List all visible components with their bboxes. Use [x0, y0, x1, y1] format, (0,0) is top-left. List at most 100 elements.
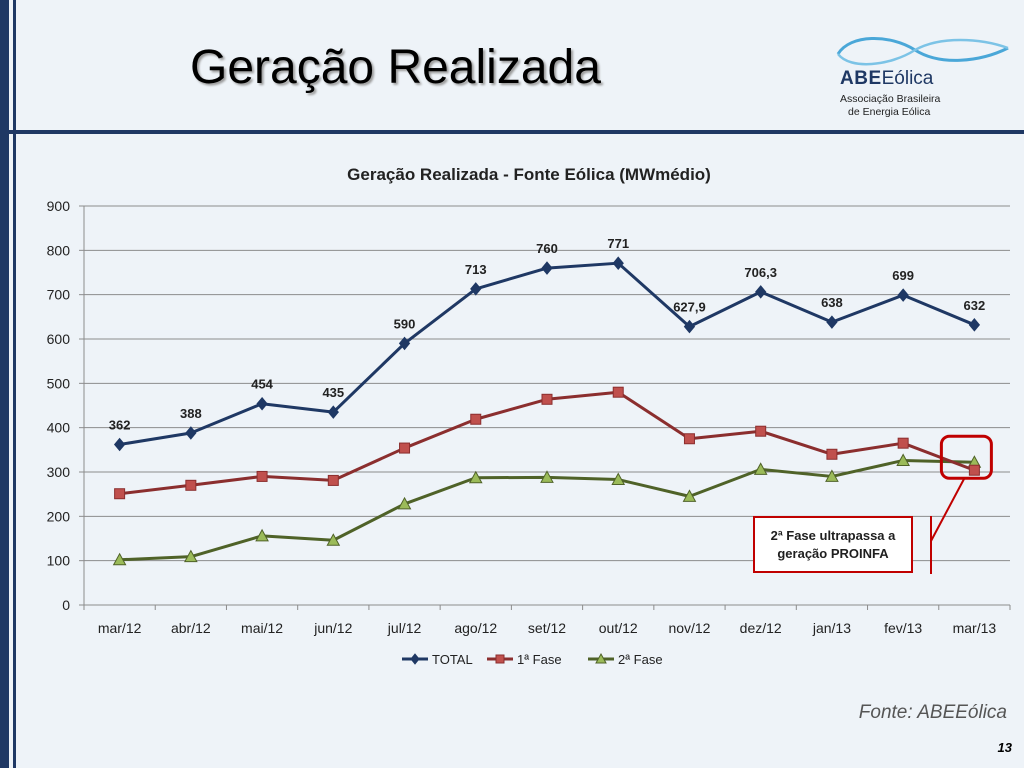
data-point [755, 425, 767, 437]
data-label: 699 [892, 268, 914, 283]
data-point [540, 470, 554, 483]
x-tick-label: nov/12 [668, 620, 710, 636]
x-tick-label: jul/12 [387, 620, 422, 636]
data-point [327, 405, 339, 419]
logo-wordmark-bold: ABE [840, 68, 882, 89]
data-point [468, 470, 483, 484]
logo-subtitle: Associação Brasileira de Energia Eólica [840, 93, 940, 119]
page-number: 13 [997, 740, 1012, 755]
x-tick-label: dez/12 [740, 620, 782, 636]
legend-label: TOTAL [432, 652, 473, 667]
data-point [114, 488, 126, 500]
x-tick-label: mar/12 [98, 620, 142, 636]
x-tick-label: ago/12 [454, 620, 497, 636]
data-point [825, 469, 839, 482]
legend-swatch-marker [410, 653, 420, 665]
abeeolica-logo-icon [836, 37, 1009, 66]
y-tick-label: 700 [47, 287, 71, 303]
y-tick-label: 500 [47, 375, 71, 391]
x-tick-label: mar/13 [953, 620, 997, 636]
source-note: Fonte: ABEEólica [858, 702, 1007, 723]
data-point [683, 433, 695, 445]
data-label: 590 [394, 316, 416, 331]
data-point [682, 489, 697, 502]
data-point [399, 442, 411, 454]
data-point [968, 464, 980, 476]
data-label: 627,9 [673, 300, 706, 315]
data-label: 638 [821, 295, 843, 310]
data-point [753, 462, 768, 475]
highlight-box [939, 434, 993, 480]
data-point [612, 256, 624, 270]
y-tick-label: 300 [47, 464, 71, 480]
data-point [683, 319, 696, 334]
chart-title: Geração Realizada - Fonte Eólica (MWmédi… [347, 165, 711, 184]
logo-wordmark: ABEEólica [840, 68, 933, 90]
slide-title: Geração Realizada [190, 41, 601, 94]
data-point [327, 474, 339, 486]
data-point [612, 386, 624, 398]
x-tick-label: jan/13 [812, 620, 851, 636]
x-tick-label: mai/12 [241, 620, 283, 636]
annotation-callout: 2ª Fase ultrapassa a geração PROINFA [753, 516, 913, 573]
annotation-line2: geração PROINFA [777, 545, 889, 561]
legend-swatch-marker [595, 652, 607, 664]
data-point [185, 479, 197, 491]
x-tick-label: set/12 [528, 620, 566, 636]
legend-swatch-marker [495, 654, 505, 664]
legend-label: 2ª Fase [618, 652, 663, 667]
x-tick-label: out/12 [599, 620, 638, 636]
series-line [119, 261, 975, 446]
data-label: 760 [536, 241, 558, 256]
data-point [326, 533, 341, 546]
generation-line-chart: Geração Realizada - Fonte Eólica (MWmédi… [47, 165, 1011, 667]
left-accent-bar [0, 0, 9, 768]
data-point [398, 336, 411, 351]
data-point [185, 426, 197, 440]
y-tick-label: 0 [62, 597, 70, 613]
data-label: 771 [607, 236, 629, 251]
data-point [896, 453, 910, 466]
data-label: 713 [465, 262, 487, 277]
y-tick-label: 200 [47, 508, 71, 524]
annotation-line1: 2ª Fase ultrapassa a [770, 527, 896, 543]
data-label: 454 [251, 377, 273, 392]
data-point [470, 413, 482, 425]
x-tick-label: fev/13 [884, 620, 922, 636]
data-label: 362 [109, 418, 131, 433]
data-point [541, 393, 553, 405]
callout-connector [930, 477, 966, 542]
data-point [112, 552, 127, 566]
data-point [541, 261, 553, 275]
data-point [755, 285, 767, 299]
y-tick-label: 400 [47, 420, 71, 436]
data-point [256, 396, 268, 411]
data-point [611, 472, 626, 486]
data-label: 632 [964, 298, 986, 313]
data-label: 706,3 [744, 265, 777, 280]
data-point [826, 448, 838, 460]
data-point [826, 315, 838, 329]
title-divider [0, 130, 1024, 134]
y-tick-label: 900 [47, 198, 71, 214]
left-accent-line [13, 0, 16, 768]
y-tick-label: 100 [47, 553, 71, 569]
y-tick-label: 600 [47, 331, 71, 347]
logo-subtitle-line2: de Energia Eólica [848, 106, 931, 118]
data-label: 388 [180, 406, 202, 421]
data-point [256, 470, 268, 482]
data-point [184, 549, 198, 563]
data-point [897, 288, 909, 302]
data-point [897, 437, 909, 449]
data-point [255, 528, 269, 542]
data-point [968, 318, 981, 332]
data-label: 435 [322, 385, 344, 400]
data-point [470, 282, 482, 296]
y-tick-label: 800 [47, 242, 71, 258]
data-point [397, 496, 412, 510]
legend-label: 1ª Fase [517, 652, 562, 667]
logo-subtitle-line1: Associação Brasileira [840, 93, 941, 105]
x-tick-label: abr/12 [171, 620, 211, 636]
data-point [113, 437, 126, 452]
x-tick-label: jun/12 [313, 620, 352, 636]
